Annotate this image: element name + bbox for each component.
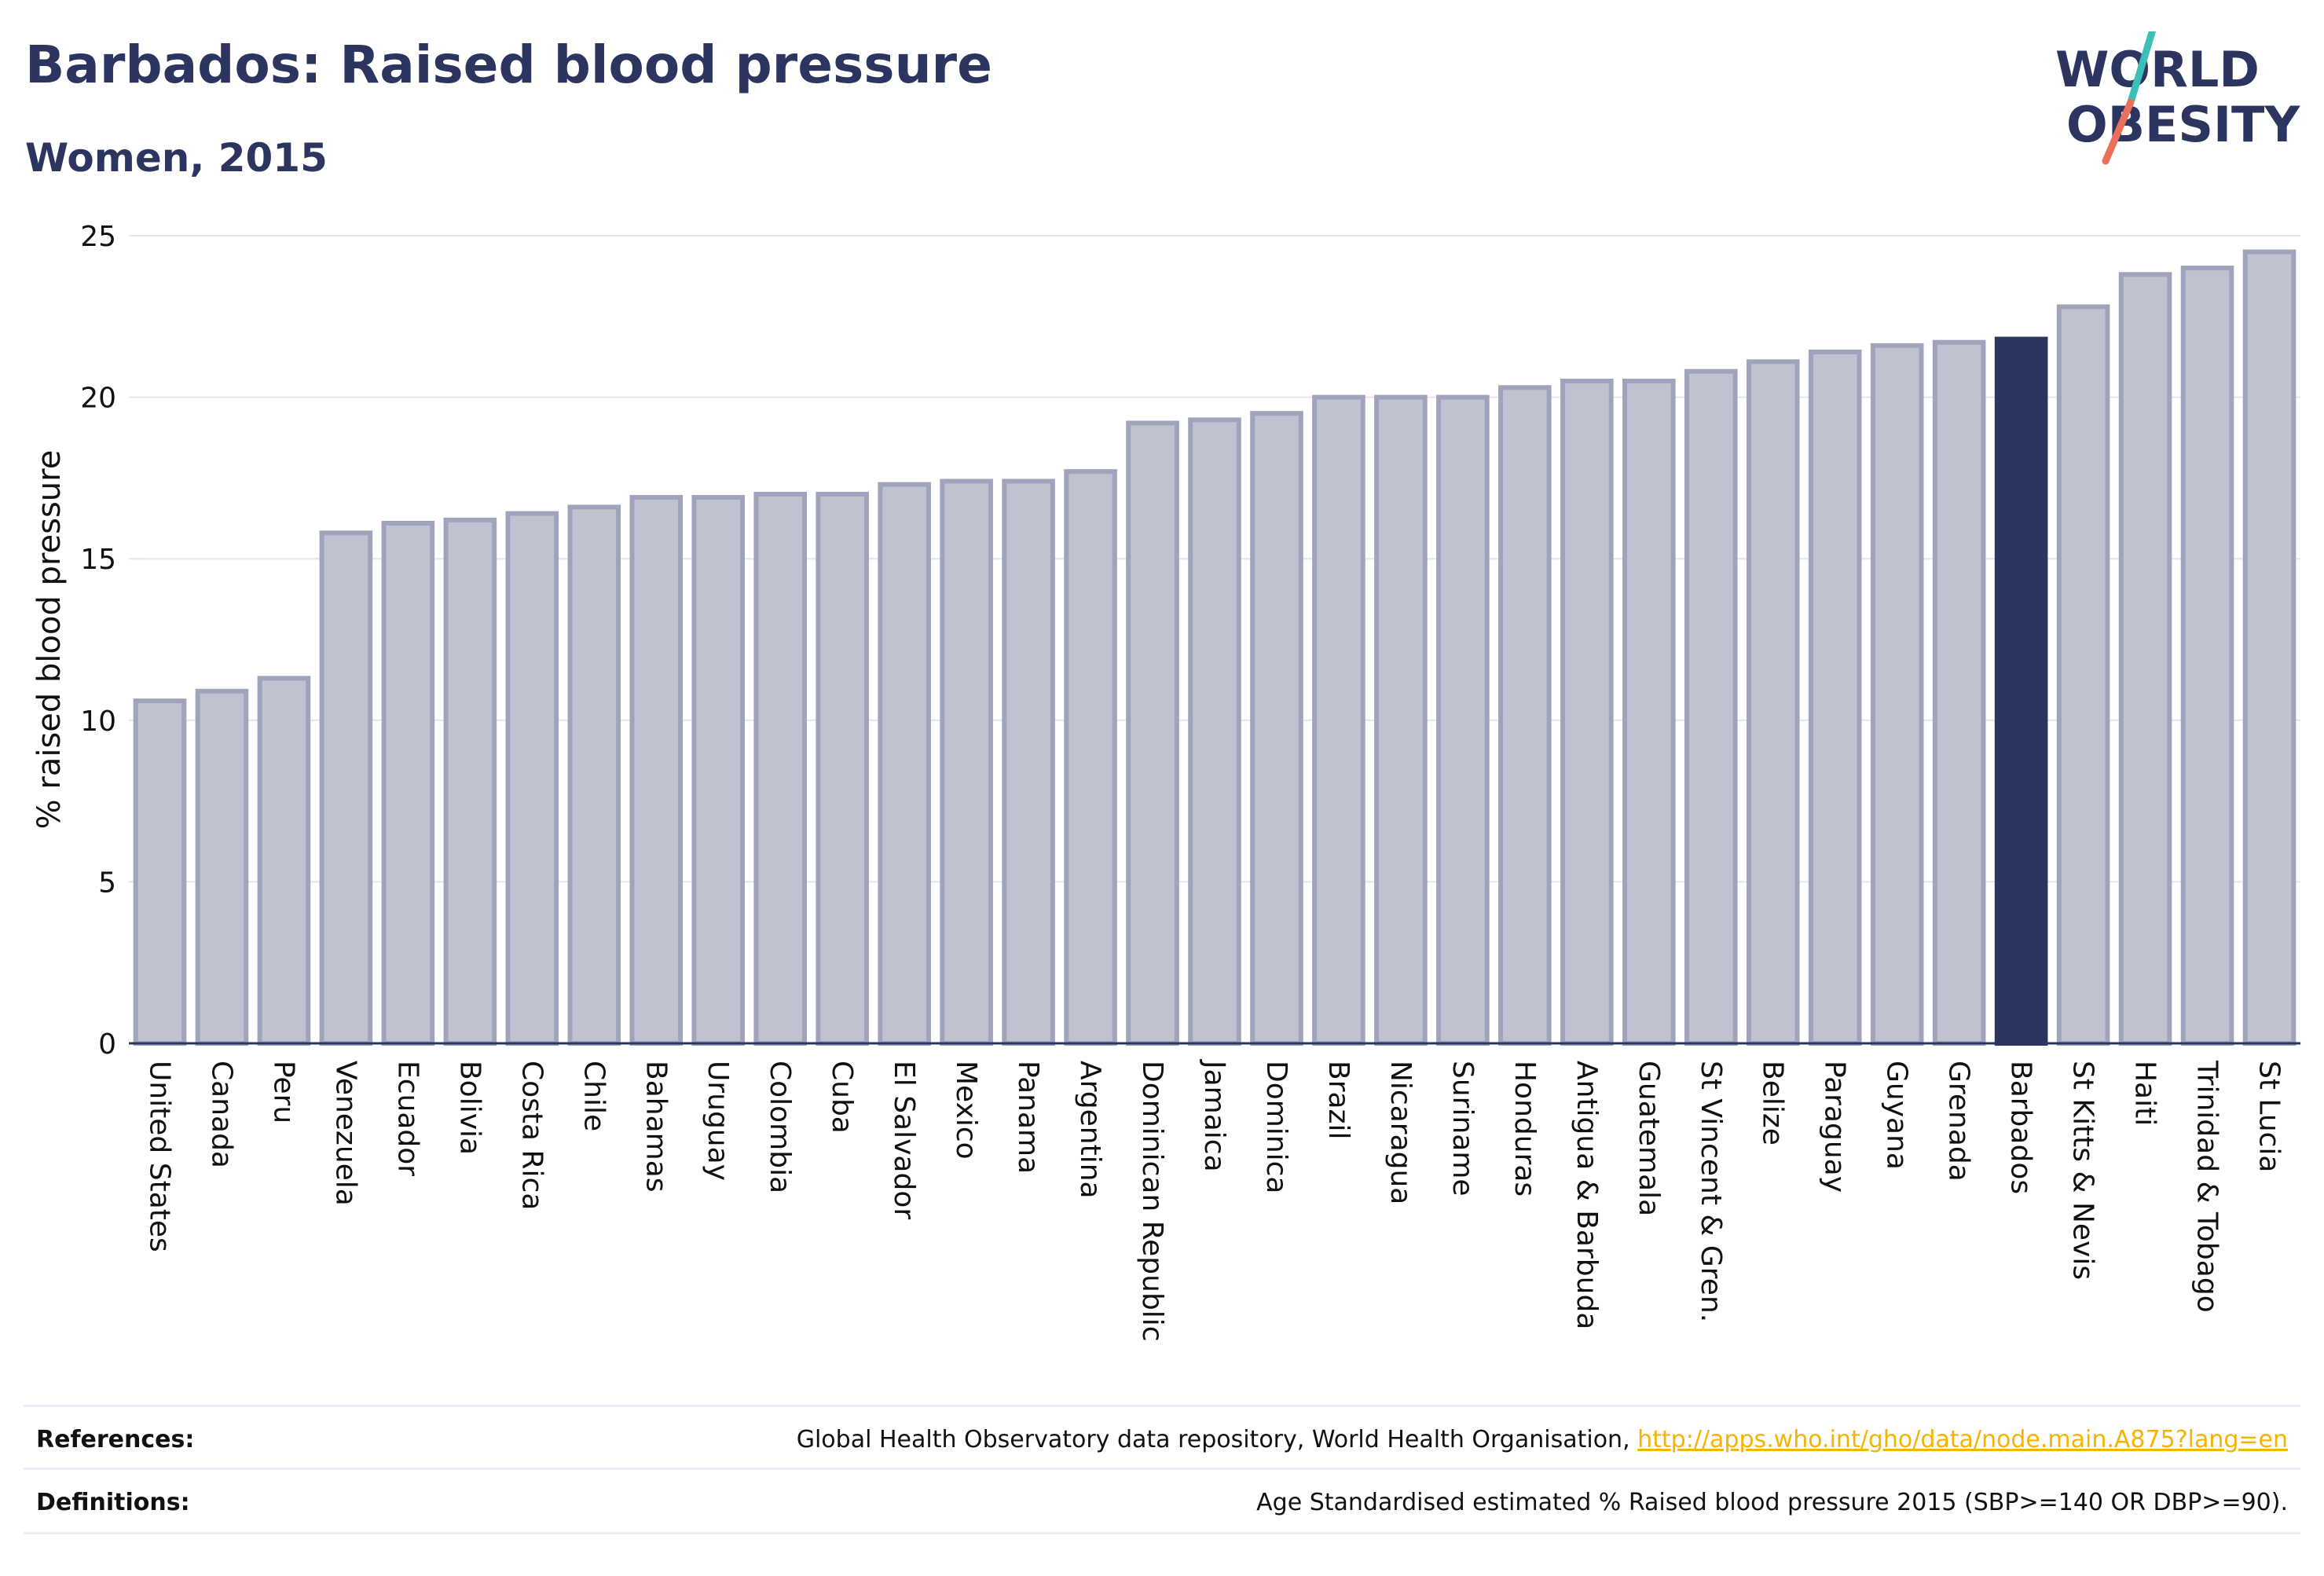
- x-tick-label: Cuba: [826, 1061, 858, 1134]
- bar-bolivia: [443, 517, 497, 1046]
- bar-barbados: [1994, 336, 2048, 1046]
- bar-cuba: [816, 491, 869, 1046]
- x-tick-label: Bolivia: [453, 1061, 486, 1155]
- bar-brazil: [1312, 394, 1365, 1046]
- references-link[interactable]: http://apps.who.int/gho/data/node.main.A…: [1637, 1426, 2288, 1453]
- bars: [133, 249, 2297, 1046]
- x-tick-label: Honduras: [1508, 1061, 1541, 1197]
- bar-antigua-barbuda: [1560, 379, 1614, 1046]
- y-tick-label: 15: [80, 544, 116, 576]
- bar-trinidad-tobago: [2180, 266, 2234, 1046]
- bar-honduras: [1498, 385, 1552, 1046]
- y-tick-labels: 0 5 10 15 20 25: [80, 221, 116, 1061]
- bar-dominican-republic: [1126, 420, 1179, 1046]
- bar-paraguay: [1808, 350, 1862, 1046]
- bar-grenada: [1932, 339, 1986, 1046]
- bar-venezuela: [319, 530, 373, 1046]
- bar-st-kitts-nevis: [2056, 304, 2110, 1046]
- x-tick-label: Ecuador: [391, 1061, 423, 1176]
- x-tick-labels: United States Canada Peru Venezuela Ecuador B…: [143, 1059, 2285, 1342]
- x-tick-label: Trinidad & Tobago: [2191, 1060, 2223, 1313]
- chart-title: Barbados: Raised blood pressure: [25, 35, 992, 95]
- bar-argentina: [1064, 469, 1117, 1046]
- x-tick-label: Venezuela: [329, 1061, 361, 1206]
- y-axis-label: % raised blood pressure: [31, 450, 68, 830]
- x-tick-label: Brazil: [1322, 1061, 1354, 1139]
- bar-uruguay: [691, 495, 746, 1046]
- x-tick-label: Costa Rica: [515, 1061, 548, 1210]
- bar-st-vincent-gren-: [1684, 368, 1738, 1046]
- bar-guatemala: [1622, 379, 1676, 1046]
- x-tick-label: St Lucia: [2253, 1061, 2286, 1173]
- x-tick-label: Suriname: [1446, 1061, 1479, 1197]
- x-tick-label: Paraguay: [1819, 1061, 1851, 1193]
- x-tick-label: St Kitts & Nevis: [2067, 1061, 2099, 1280]
- bar-haiti: [2118, 272, 2172, 1046]
- bar-mexico: [940, 478, 993, 1046]
- x-tick-label: United States: [143, 1061, 175, 1252]
- x-tick-label: Antigua & Barbuda: [1571, 1061, 1603, 1329]
- bar-panama: [1002, 478, 1055, 1046]
- x-tick-label: Panama: [1012, 1061, 1044, 1174]
- references-text: Global Health Observatory data repositor…: [796, 1426, 1638, 1453]
- bar-chart: 0 5 10 15 20 25 United States Canada Peru Venezu…: [31, 221, 2300, 1342]
- x-tick-label: Barbados: [2005, 1061, 2037, 1194]
- x-tick-label: Peru: [267, 1061, 299, 1123]
- y-tick-label: 20: [80, 383, 116, 415]
- bar-costa-rica: [505, 511, 559, 1046]
- x-tick-label: Nicaragua: [1384, 1061, 1417, 1204]
- y-tick-label: 10: [80, 706, 116, 738]
- bar-canada: [195, 688, 249, 1046]
- x-tick-label: Dominica: [1260, 1061, 1292, 1194]
- logo-slash-top: [2127, 31, 2157, 106]
- footer-bottom-divider: [24, 1532, 2300, 1534]
- x-tick-label: Bahamas: [640, 1061, 672, 1193]
- y-tick-label: 25: [80, 221, 116, 253]
- bar-jamaica: [1188, 417, 1241, 1046]
- x-tick-label: Guatemala: [1633, 1061, 1665, 1216]
- y-tick-label: 0: [98, 1028, 116, 1061]
- references-label: References:: [36, 1426, 195, 1453]
- x-tick-label: Canada: [205, 1061, 237, 1168]
- bar-dominica: [1250, 411, 1303, 1046]
- logo-line-obesity: OBESITY: [2066, 96, 2300, 153]
- x-tick-label: Argentina: [1074, 1061, 1106, 1199]
- x-tick-label: Jamaica: [1198, 1059, 1230, 1172]
- definitions-label: Definitions:: [36, 1489, 190, 1516]
- bar-el-salvador: [878, 482, 931, 1046]
- world-obesity-logo: WORLD OBESITY: [2055, 31, 2300, 165]
- logo-line-world: WORLD: [2055, 41, 2260, 98]
- x-tick-label: Dominican Republic: [1136, 1061, 1168, 1342]
- bar-guyana: [1870, 343, 1924, 1046]
- x-tick-label: St Vincent & Gren.: [1695, 1061, 1727, 1322]
- x-tick-label: Colombia: [764, 1061, 796, 1193]
- bar-belize: [1746, 359, 1800, 1046]
- logo-slash-bottom: [2102, 98, 2135, 165]
- bar-nicaragua: [1374, 394, 1428, 1046]
- bar-bahamas: [629, 495, 684, 1046]
- x-tick-label: Uruguay: [702, 1061, 734, 1181]
- y-tick-label: 5: [98, 867, 116, 899]
- references-row: References: Global Health Observatory da…: [24, 1405, 2300, 1470]
- x-tick-label: Guyana: [1881, 1061, 1913, 1170]
- bar-st-lucia: [2242, 249, 2297, 1046]
- bar-peru: [257, 676, 311, 1046]
- definitions-row: Definitions: Age Standardised estimated …: [24, 1468, 2300, 1533]
- x-tick-label: Belize: [1757, 1061, 1789, 1145]
- bar-ecuador: [381, 520, 435, 1046]
- x-tick-label: Haiti: [2129, 1061, 2161, 1126]
- references-value: Global Health Observatory data repositor…: [797, 1426, 2288, 1453]
- x-tick-label: Grenada: [1943, 1061, 1975, 1182]
- x-tick-label: El Salvador: [888, 1061, 920, 1219]
- bar-united-states: [133, 698, 187, 1046]
- bar-chile: [567, 504, 621, 1046]
- definitions-value: Age Standardised estimated % Raised bloo…: [1256, 1489, 2288, 1516]
- x-tick-label: Mexico: [950, 1061, 982, 1160]
- chart-subtitle: Women, 2015: [25, 135, 328, 181]
- bar-suriname: [1436, 394, 1490, 1046]
- x-tick-label: Chile: [577, 1061, 610, 1131]
- bar-colombia: [753, 491, 807, 1046]
